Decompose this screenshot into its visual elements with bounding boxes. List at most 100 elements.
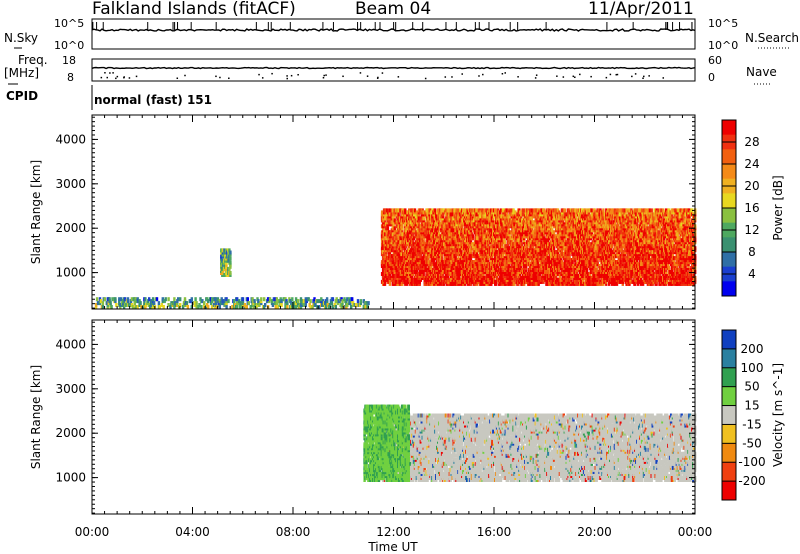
nave-dot [397, 76, 400, 78]
nave-dot [605, 76, 608, 79]
range-cell [394, 276, 397, 280]
range-cell [391, 232, 394, 237]
range-cell [440, 256, 444, 261]
nsky-label: N.Sky [4, 31, 38, 45]
nave-dot [579, 73, 581, 76]
freq-trace [91, 66, 696, 80]
nave-dot [366, 75, 369, 77]
nave-dot [451, 76, 453, 78]
range-cell [440, 224, 444, 229]
range-cell [442, 232, 446, 237]
range-cell [457, 256, 460, 261]
range-cell [388, 208, 392, 213]
range-cell [401, 224, 404, 229]
range-cell [384, 246, 388, 251]
range-cell [397, 212, 400, 217]
nave-dot [325, 74, 327, 76]
nave-dot [461, 73, 463, 75]
noise-left-tick-bottom: 10^0 [54, 39, 84, 52]
noise-right-tick-bottom: 10^0 [708, 39, 738, 52]
range-cell [441, 212, 445, 217]
nave-dot [215, 75, 217, 78]
nave-dot [286, 77, 288, 80]
nave-dot [609, 73, 612, 76]
range-cell [416, 228, 420, 233]
freq-unit-label: [MHz] [4, 66, 39, 80]
noise-left-tick-top: 10^5 [54, 17, 84, 30]
range-cell [468, 236, 472, 241]
freq-line [91, 66, 696, 70]
nave-dot [271, 72, 273, 75]
nave-dot [631, 75, 633, 78]
range-cell [400, 258, 403, 263]
nave-dot [359, 72, 362, 74]
nave-dot [616, 73, 619, 76]
range-cell [422, 240, 425, 245]
nsearch-label: N.Search [745, 31, 799, 45]
freq-tick-bottom: 8 [67, 71, 74, 84]
range-cell [458, 276, 461, 280]
range-cell [404, 216, 407, 221]
cpid-label: CPID [6, 89, 38, 103]
nave-dot [135, 75, 138, 78]
freq-label: Freq. [18, 53, 48, 67]
range-cell [471, 234, 475, 239]
nave-dot [534, 77, 537, 79]
range-cell [395, 224, 398, 229]
range-cell [397, 230, 400, 235]
range-cell [430, 244, 433, 249]
nave-dot [643, 75, 645, 78]
noise-strip: N.Sky 10^5 10^0 10^5 10^0 N.Search [4, 17, 799, 52]
nave-dot [590, 75, 592, 78]
nave-dot [634, 73, 637, 75]
range-cell [459, 266, 462, 270]
range-cell [422, 254, 425, 259]
nave-dot [381, 72, 384, 74]
nave-dot [123, 76, 125, 78]
date-title: 11/Apr/2011 [588, 0, 694, 19]
nave-dot [261, 77, 264, 79]
nave-dot [112, 72, 114, 74]
range-cell [449, 208, 452, 213]
nave-dot [115, 77, 117, 80]
range-cell [503, 240, 507, 245]
nave-dot [478, 75, 480, 77]
nave-dot [258, 73, 260, 76]
nave-dot [517, 76, 519, 78]
nave-dot [128, 77, 131, 79]
range-cell [452, 281, 455, 286]
nave-dot [501, 72, 504, 75]
range-cell [434, 208, 437, 213]
nave-tick-bottom: 0 [708, 71, 715, 84]
beam-title: Beam 04 [355, 0, 431, 19]
range-cell [563, 208, 566, 213]
range-cell [422, 216, 425, 221]
range-cell [441, 274, 445, 278]
range-cell [412, 236, 416, 241]
range-cell [461, 224, 464, 229]
range-cell [450, 260, 453, 265]
nave-dot [482, 73, 484, 76]
nave-dot [290, 74, 293, 77]
range-cell [413, 208, 417, 213]
nave-tick-top: 60 [708, 54, 722, 67]
nave-dot [116, 75, 119, 78]
range-cell [412, 258, 416, 263]
range-cell [552, 246, 556, 251]
range-cell [383, 264, 387, 268]
nave-dot [562, 76, 565, 78]
range-cell [380, 210, 384, 215]
nave-dot [572, 75, 575, 78]
range-cell [422, 270, 425, 274]
nave-dot [286, 75, 288, 77]
nave-dot [342, 75, 344, 78]
nave-dot [662, 77, 665, 79]
nave-dot [642, 77, 644, 80]
range-cell [391, 208, 394, 213]
nave-dot [109, 72, 111, 74]
nave-dot [322, 76, 325, 79]
nave-dot [535, 74, 538, 76]
range-cell [408, 262, 411, 267]
